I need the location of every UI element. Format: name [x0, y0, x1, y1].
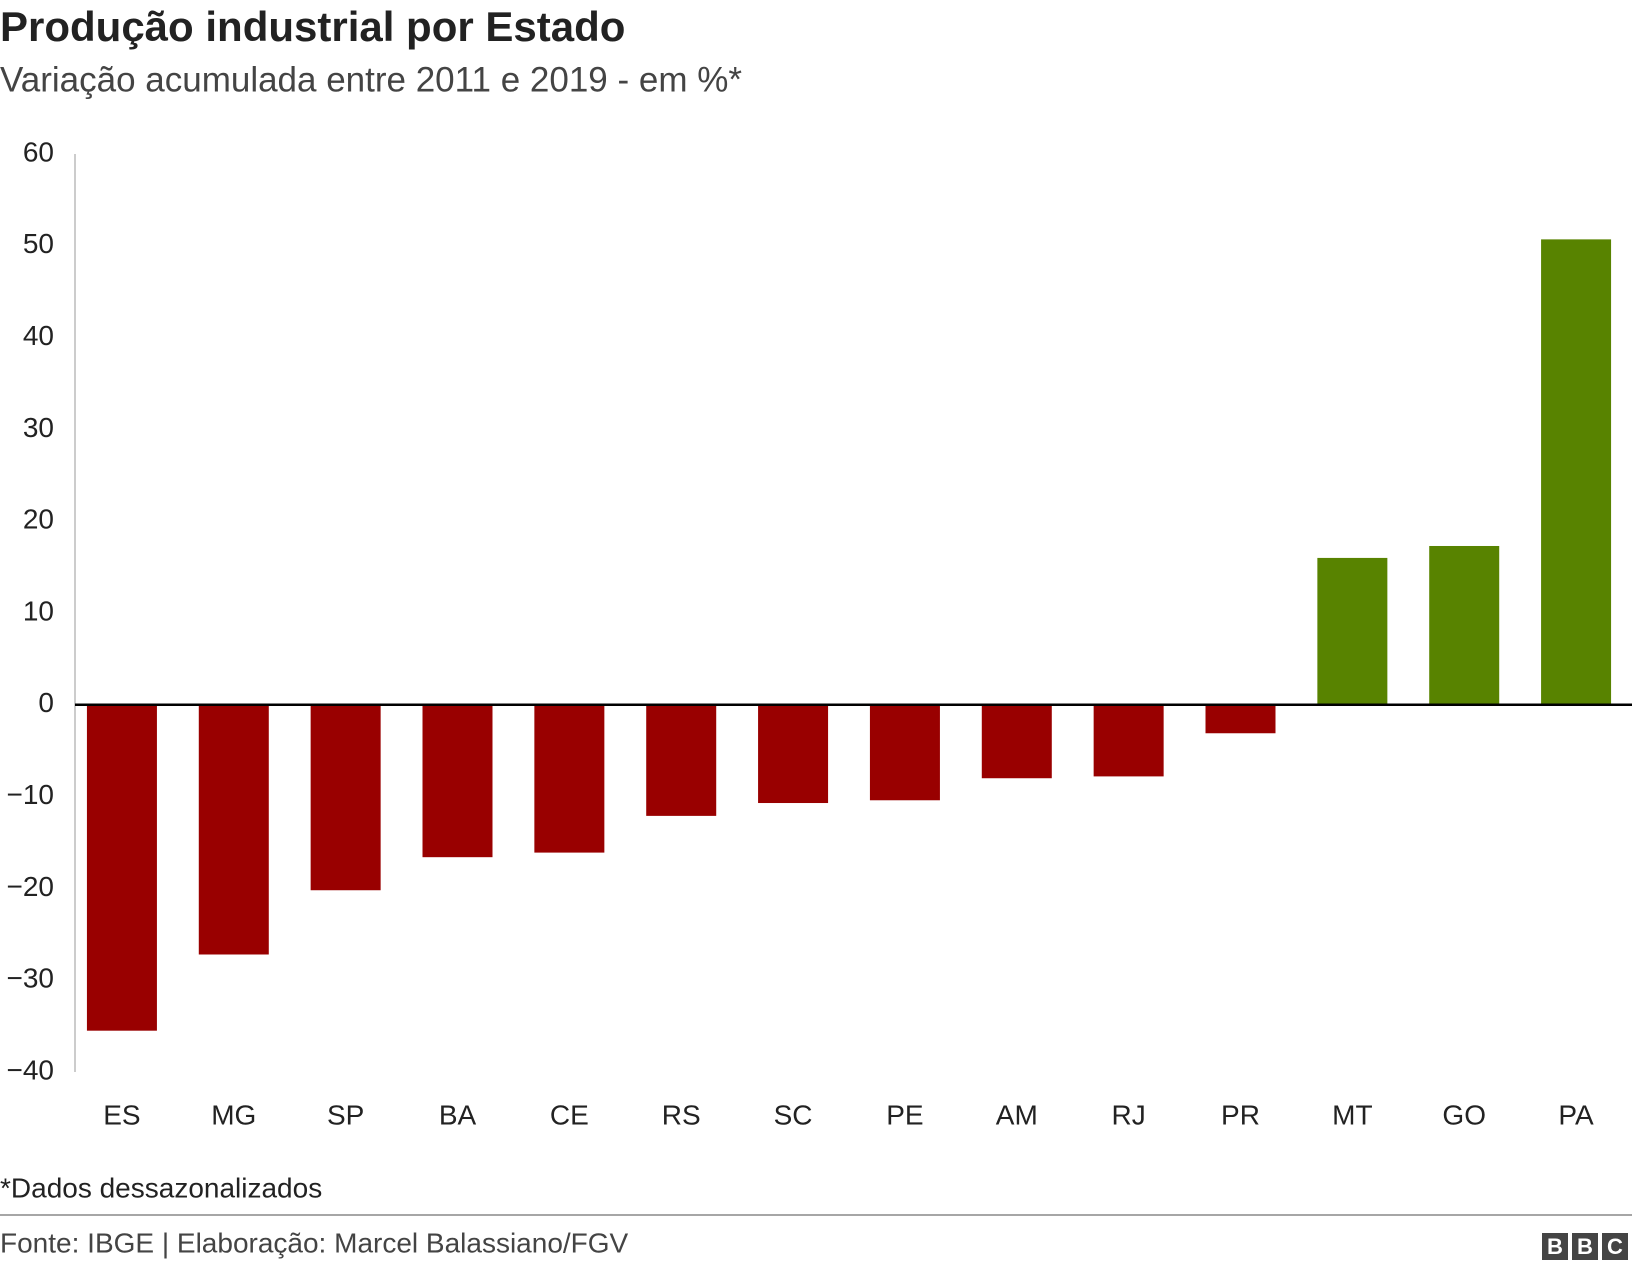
x-tick-label: MG [211, 1099, 256, 1130]
logo-box [1602, 1233, 1628, 1260]
y-tick-label: 10 [23, 595, 54, 626]
bar [1093, 704, 1164, 777]
bar [1541, 239, 1612, 705]
x-tick-label: ES [103, 1099, 140, 1130]
bar [86, 704, 157, 1031]
bar [1429, 545, 1500, 705]
logo-box [1572, 1233, 1598, 1260]
x-tick-label: SC [774, 1099, 813, 1130]
y-tick-label: 0 [38, 687, 54, 718]
x-tick-label: RJ [1112, 1099, 1146, 1130]
y-tick-label: −10 [7, 779, 55, 810]
bar [646, 704, 717, 816]
chart-subtitle: Variação acumulada entre 2011 e 2019 - e… [0, 60, 742, 99]
logo-letter: C [1607, 1234, 1623, 1259]
bar [310, 704, 381, 891]
x-tick-label: GO [1442, 1099, 1486, 1130]
logo-letter: B [1577, 1234, 1593, 1259]
x-tick-label: SP [327, 1099, 364, 1130]
y-tick-label: −40 [7, 1054, 55, 1085]
bar [198, 704, 269, 955]
y-tick-label: 30 [23, 412, 54, 443]
x-tick-label: MT [1332, 1099, 1372, 1130]
bar [534, 704, 605, 853]
y-tick-label: 20 [23, 504, 54, 535]
x-tick-label: AM [996, 1099, 1038, 1130]
note: *Dados dessazonalizados [0, 1172, 322, 1203]
y-tick-label: 40 [23, 320, 54, 351]
y-tick-label: 50 [23, 228, 54, 259]
x-tick-label: BA [439, 1099, 477, 1130]
y-tick-label: −20 [7, 871, 55, 902]
y-tick-label: −30 [7, 963, 55, 994]
logo-letter: B [1547, 1234, 1563, 1259]
bar [422, 704, 493, 858]
x-tick-label: RS [662, 1099, 701, 1130]
chart-title: Produção industrial por Estado [0, 3, 625, 50]
y-tick-label: 60 [23, 136, 54, 167]
source: Fonte: IBGE | Elaboração: Marcel Balassi… [0, 1227, 629, 1258]
x-tick-label: PE [886, 1099, 923, 1130]
x-tick-label: PA [1558, 1099, 1594, 1130]
logo-box [1542, 1233, 1568, 1260]
bar [981, 704, 1052, 779]
x-tick-label: CE [550, 1099, 589, 1130]
bar [869, 704, 940, 801]
bar [758, 704, 829, 804]
bar [1205, 704, 1276, 734]
bar [1317, 557, 1388, 705]
x-tick-label: PR [1221, 1099, 1260, 1130]
